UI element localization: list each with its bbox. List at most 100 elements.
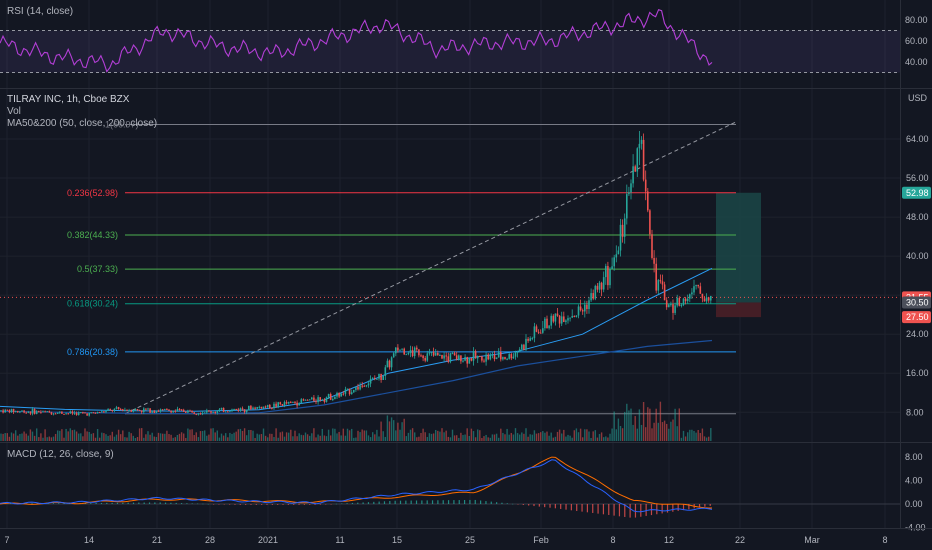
candle-body <box>668 304 670 308</box>
candle-body <box>298 403 300 406</box>
candle-body <box>250 405 252 410</box>
candle-body <box>119 409 122 411</box>
volume-bar <box>449 437 452 441</box>
time-tick-label: 8 <box>882 535 887 545</box>
volume-bar <box>405 436 407 441</box>
macd-histogram-bar <box>170 502 172 504</box>
candle-body <box>275 403 277 407</box>
volume-bar <box>172 437 174 441</box>
candle-body <box>273 403 275 409</box>
price-tick-label: 16.00 <box>906 368 929 378</box>
candle-body <box>340 393 342 397</box>
symbol-legend[interactable]: TILRAY INC, 1h, Cboe BZX <box>7 94 130 105</box>
macd-histogram-bar <box>565 504 567 510</box>
candle-body <box>313 397 315 401</box>
volume-bar <box>632 424 634 441</box>
candle-body <box>164 408 166 410</box>
time-axis[interactable]: 7 14 21 28 2021 11 15 25 Feb 8 12 22 Mar 8 <box>4 535 887 545</box>
candle-body <box>109 409 111 411</box>
macd-histogram-bar <box>213 504 215 505</box>
volume-bar <box>443 432 445 441</box>
macd-pane[interactable]: MACD (12, 26, close, 9) 8.00 4.00 0.00 -4.0… <box>0 449 926 533</box>
candle-body <box>231 409 233 412</box>
volume-bar <box>6 433 8 441</box>
volume-bar <box>317 434 319 441</box>
volume-legend[interactable]: Vol <box>7 106 21 117</box>
candle-body <box>544 318 546 329</box>
candle-body <box>626 194 628 219</box>
volume-bar <box>624 411 626 441</box>
volume-bar <box>8 436 11 441</box>
candle-body <box>77 412 80 415</box>
volume-bar <box>645 427 647 441</box>
volume-bar <box>447 436 449 441</box>
candle-body <box>27 411 30 413</box>
price-badges: 52.98 31.55 30.50 27.50 <box>902 186 931 324</box>
candle-body <box>621 224 624 237</box>
macd-histogram-bar <box>629 504 631 518</box>
volume-bar <box>115 434 118 441</box>
volume-bar <box>411 428 414 441</box>
candle-body <box>65 413 67 415</box>
macd-histogram-bar <box>245 504 247 505</box>
macd-histogram-bar <box>116 502 119 504</box>
volume-bar <box>372 432 374 441</box>
macd-histogram-bar <box>229 504 231 505</box>
rsi-pane[interactable]: RSI (14, close) 80.00 60.00 40.00 <box>0 6 928 73</box>
candle-body <box>172 410 174 413</box>
volume-bar <box>630 408 632 441</box>
volume-bar <box>145 434 147 441</box>
macd-histogram-bar <box>608 504 610 515</box>
volume-bar <box>57 430 59 441</box>
volume-bar <box>210 428 212 441</box>
volume-bar <box>25 433 27 441</box>
candle-body <box>575 315 578 317</box>
volume-bar <box>523 433 525 441</box>
volume-bar <box>483 436 485 441</box>
candle-body <box>674 305 676 313</box>
candle-body <box>315 400 317 403</box>
candle-body <box>573 315 576 317</box>
volume-bar <box>357 430 359 441</box>
volume-bar <box>619 425 622 441</box>
candle-body <box>405 354 408 356</box>
candle-body <box>103 411 105 413</box>
price-pane[interactable]: 0.236(52.98) 0.382(44.33) 0.5(37.33) 0.618(… <box>0 93 931 441</box>
volume-bar <box>611 428 613 441</box>
volume-bar <box>403 418 405 441</box>
candle-body <box>355 386 357 390</box>
candle-body <box>132 410 135 412</box>
macd-histogram-bar <box>180 503 183 504</box>
macd-histogram-bar <box>528 504 530 506</box>
volume-bar <box>153 436 155 441</box>
volume-bar <box>569 435 571 441</box>
time-tick-label: 21 <box>152 535 162 545</box>
volume-bar <box>649 408 651 441</box>
candle-body <box>453 353 456 356</box>
time-tick-label: 2021 <box>258 535 278 545</box>
volume-bar <box>460 432 462 441</box>
volume-bar <box>212 428 214 441</box>
candle-body <box>546 318 548 329</box>
volume-bar <box>470 428 473 441</box>
candle-body <box>464 357 466 361</box>
candle-body <box>567 318 569 321</box>
ma-legend[interactable]: MA50&200 (50, close, 200, close) <box>7 118 157 129</box>
candle-body <box>500 352 502 360</box>
volume-bar <box>535 433 538 441</box>
candle-body <box>600 282 603 290</box>
currency-label[interactable]: USD <box>908 93 928 103</box>
volume-bar <box>678 408 680 441</box>
candle-body <box>691 292 693 295</box>
candle-body <box>506 358 508 360</box>
macd-histogram-bar <box>111 502 113 504</box>
macd-histogram-bar <box>624 504 626 517</box>
candle-body <box>504 357 506 360</box>
volume-bar <box>550 432 552 441</box>
candle-body <box>180 409 183 411</box>
trend-line[interactable] <box>124 121 737 415</box>
volume-bar <box>607 437 609 441</box>
volume-bar <box>344 435 347 441</box>
volume-bar <box>598 434 601 441</box>
